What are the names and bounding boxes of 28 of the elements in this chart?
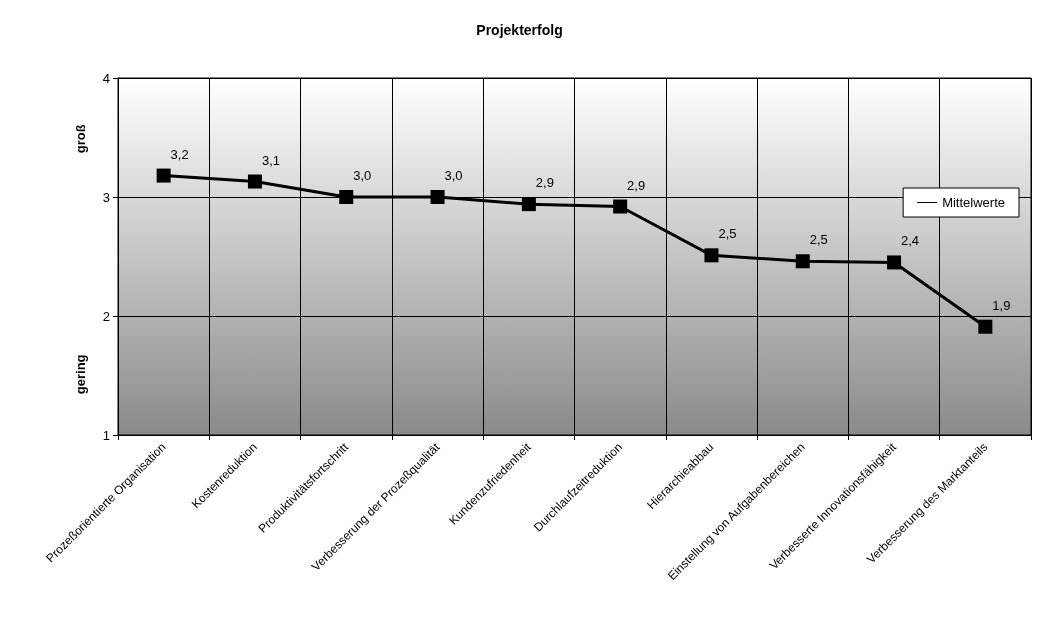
data-label: 3,0 <box>353 168 372 183</box>
text: gering <box>72 354 88 395</box>
data-label: 2,5 <box>718 226 737 242</box>
point <box>430 190 445 204</box>
point <box>156 168 171 183</box>
point <box>704 248 719 263</box>
y-tick-label: 1 <box>102 427 110 443</box>
point <box>795 254 810 269</box>
data-label: 2,5 <box>809 232 828 248</box>
point <box>247 174 262 189</box>
y-tick-label: 2 <box>102 308 110 324</box>
data-label: 3,0 <box>444 168 463 183</box>
point <box>887 255 902 270</box>
point <box>339 190 354 204</box>
y-tick-label: 3 <box>102 189 110 205</box>
data-label: 1,9 <box>992 297 1011 313</box>
data-label: 2,9 <box>535 175 554 191</box>
point <box>978 319 993 334</box>
point <box>521 197 536 212</box>
point <box>613 199 628 214</box>
y-tick-label: 4 <box>102 70 110 86</box>
data-label: 2,9 <box>627 177 646 193</box>
data-label: 3,1 <box>261 152 280 168</box>
data-label: 3,2 <box>170 146 189 162</box>
text: groß <box>72 124 88 154</box>
chart-title: Projekterfolg <box>476 22 563 38</box>
legend-label: Mittelwerte <box>942 195 1006 210</box>
data-label: 2,4 <box>901 233 920 249</box>
